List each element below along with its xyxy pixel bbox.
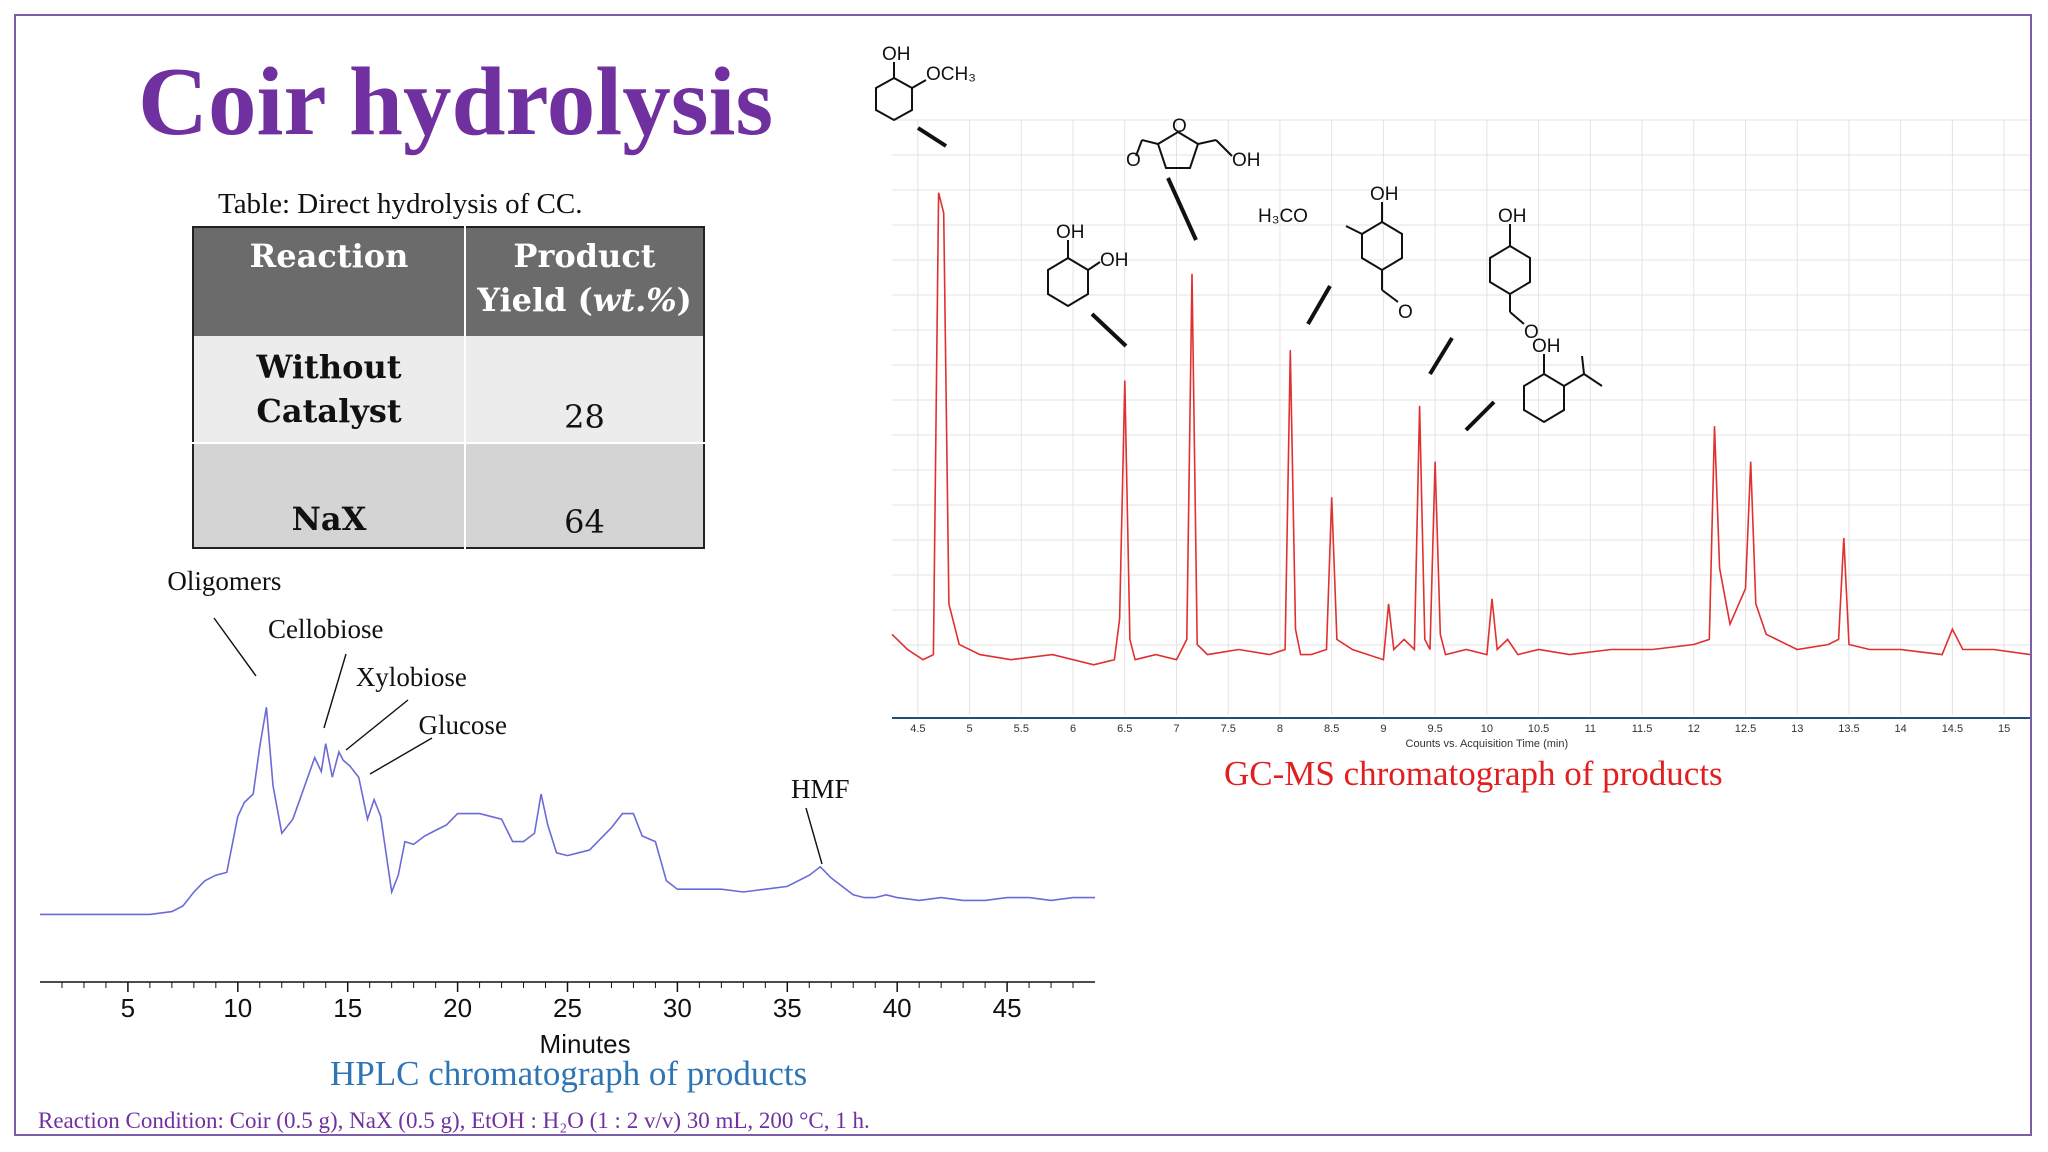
hplc-tick-label: 35 [773, 993, 802, 1023]
hplc-marks: 5 10 15 20 25 30 35 40 45 Minutes Oligomers Cellobi… [40, 566, 1095, 1059]
gcms-tick-label: 15 [1998, 723, 2010, 735]
header-yield-line2: Yield (wt.%) [477, 281, 692, 319]
svg-text:O: O [1524, 322, 1539, 343]
gcms-tick-label: 7 [1173, 723, 1179, 735]
gcms-chart: 4.5 5 5.5 6 6.5 7 7.5 8 8.5 9 9.5 10 10.5 11 11.5 12 12.… [875, 44, 2031, 750]
annotation-arrow-icon [213, 617, 257, 677]
gcms-tick-label: 8 [1277, 723, 1283, 735]
gcms-tick-label: 11 [1585, 723, 1596, 735]
hplc-chart: 5 10 15 20 25 30 35 40 45 Minutes Oligomers Cellobi… [40, 566, 1095, 1059]
results-table: Reaction Product Yield (wt.%) Without Ca… [192, 226, 705, 549]
annotation-arrow-icon [805, 807, 823, 865]
svg-text:OCH₃: OCH₃ [926, 64, 976, 85]
svg-text:OH: OH [882, 44, 911, 65]
page-title: Coir hydrolysis [138, 48, 774, 155]
svg-text:OH: OH [1532, 336, 1561, 357]
hplc-tick-label: 10 [223, 993, 252, 1023]
structure-isopropylphenol-icon: OH [1523, 336, 1603, 424]
svg-text:O: O [1126, 150, 1141, 171]
hplc-annotation: Xylobiose [356, 662, 467, 692]
reaction-cell: Without Catalyst [193, 336, 466, 443]
arrow-icon [1306, 284, 1332, 326]
gcms-tick-label: 13 [1791, 723, 1803, 735]
table-caption: Table: Direct hydrolysis of CC. [218, 188, 583, 220]
structure-hydroxybenzaldehyde-icon: OH O [1489, 206, 1539, 343]
gcms-tick-label: 11.5 [1632, 723, 1653, 735]
hplc-annotation: HMF [791, 774, 850, 804]
svg-text:O: O [1398, 302, 1413, 323]
hplc-annotation: Cellobiose [268, 614, 384, 644]
svg-text:O: O [1172, 116, 1187, 137]
header-yield: Product Yield (wt.%) [465, 227, 704, 336]
yield-cell: 64 [465, 442, 704, 548]
svg-text:OH: OH [1370, 184, 1399, 205]
gcms-tick-label: 6.5 [1117, 723, 1132, 735]
gcms-x-label: Counts vs. Acquisition Time (min) [1406, 738, 1569, 750]
arrow-icon [916, 126, 948, 148]
reaction-cell: NaX [193, 442, 466, 548]
structure-guaiacol-icon: OH OCH₃ [875, 44, 976, 122]
hplc-tick-label: 15 [333, 993, 362, 1023]
gcms-tick-label: 7.5 [1221, 723, 1236, 735]
arrow-icon [1090, 312, 1128, 348]
gcms-caption: GC-MS chromatograph of products [1224, 754, 1723, 793]
hplc-tick-label: 25 [553, 993, 582, 1023]
gcms-tick-label: 8.5 [1324, 723, 1339, 735]
hplc-tick-label: 5 [121, 993, 135, 1023]
svg-text:OH: OH [1100, 250, 1129, 271]
gcms-marks: 4.5 5 5.5 6 6.5 7 7.5 8 8.5 9 9.5 10 10.5 11 11.5 12 12.… [891, 119, 2031, 750]
gcms-tick-label: 14 [1895, 723, 1907, 735]
svg-text:OH: OH [1232, 150, 1261, 171]
reaction-condition: Reaction Condition: Coir (0.5 g), NaX (0… [38, 1108, 870, 1133]
structure-catechol-icon: OH OH [1047, 222, 1129, 308]
hplc-tick-label: 40 [883, 993, 912, 1023]
table-row: NaX 64 [193, 442, 704, 548]
svg-text:OH: OH [1498, 206, 1527, 227]
gcms-tick-label: 13.5 [1838, 723, 1859, 735]
gcms-tick-label: 12 [1688, 723, 1700, 735]
gcms-trace [891, 192, 2031, 666]
hplc-trace [40, 707, 1095, 916]
table-header-row: Reaction Product Yield (wt.%) [193, 227, 704, 336]
hplc-caption: HPLC chromatograph of products [330, 1054, 808, 1093]
annotation-arrow-icon [345, 699, 409, 751]
header-reaction-text: Reaction [249, 237, 409, 275]
reaction-line1: Without [256, 348, 402, 386]
annotation-arrow-icon [369, 737, 433, 775]
reaction-line2: Catalyst [256, 392, 402, 430]
header-reaction: Reaction [193, 227, 466, 336]
yield-cell: 28 [465, 336, 704, 443]
gcms-tick-label: 10 [1481, 723, 1493, 735]
table-row: Without Catalyst 28 [193, 336, 704, 443]
gcms-tick-label: 4.5 [910, 723, 925, 735]
gcms-tick-label: 5 [967, 723, 973, 735]
structure-hmf-icon: O O OH [1126, 116, 1261, 171]
arrow-icon [1464, 400, 1496, 432]
gcms-tick-label: 14.5 [1942, 723, 1963, 735]
hplc-tick-label: 30 [663, 993, 692, 1023]
gcms-tick-label: 9 [1380, 723, 1386, 735]
gcms-tick-label: 12.5 [1735, 723, 1756, 735]
hplc-tick-label: 20 [443, 993, 472, 1023]
gcms-tick-label: 6 [1070, 723, 1076, 735]
gcms-tick-label: 5.5 [1014, 723, 1029, 735]
header-yield-line1: Product [513, 237, 656, 275]
arrow-icon [1166, 177, 1198, 241]
structure-vanillin-icon: OH H₃CO O [1258, 184, 1413, 323]
arrow-icon [1428, 336, 1454, 376]
gcms-tick-label: 10.5 [1528, 723, 1549, 735]
hplc-annotation: Glucose [418, 710, 506, 740]
slide-frame [14, 14, 2032, 1136]
svg-text:OH: OH [1056, 222, 1085, 243]
gcms-tick-label: 9.5 [1427, 723, 1442, 735]
structure-arrows [916, 126, 1496, 432]
hplc-tick-label: 45 [993, 993, 1022, 1023]
hplc-annotation: Oligomers [167, 566, 281, 596]
annotation-arrow-icon [323, 653, 347, 729]
svg-text:H₃CO: H₃CO [1258, 206, 1308, 227]
hplc-x-label: Minutes [540, 1029, 631, 1059]
